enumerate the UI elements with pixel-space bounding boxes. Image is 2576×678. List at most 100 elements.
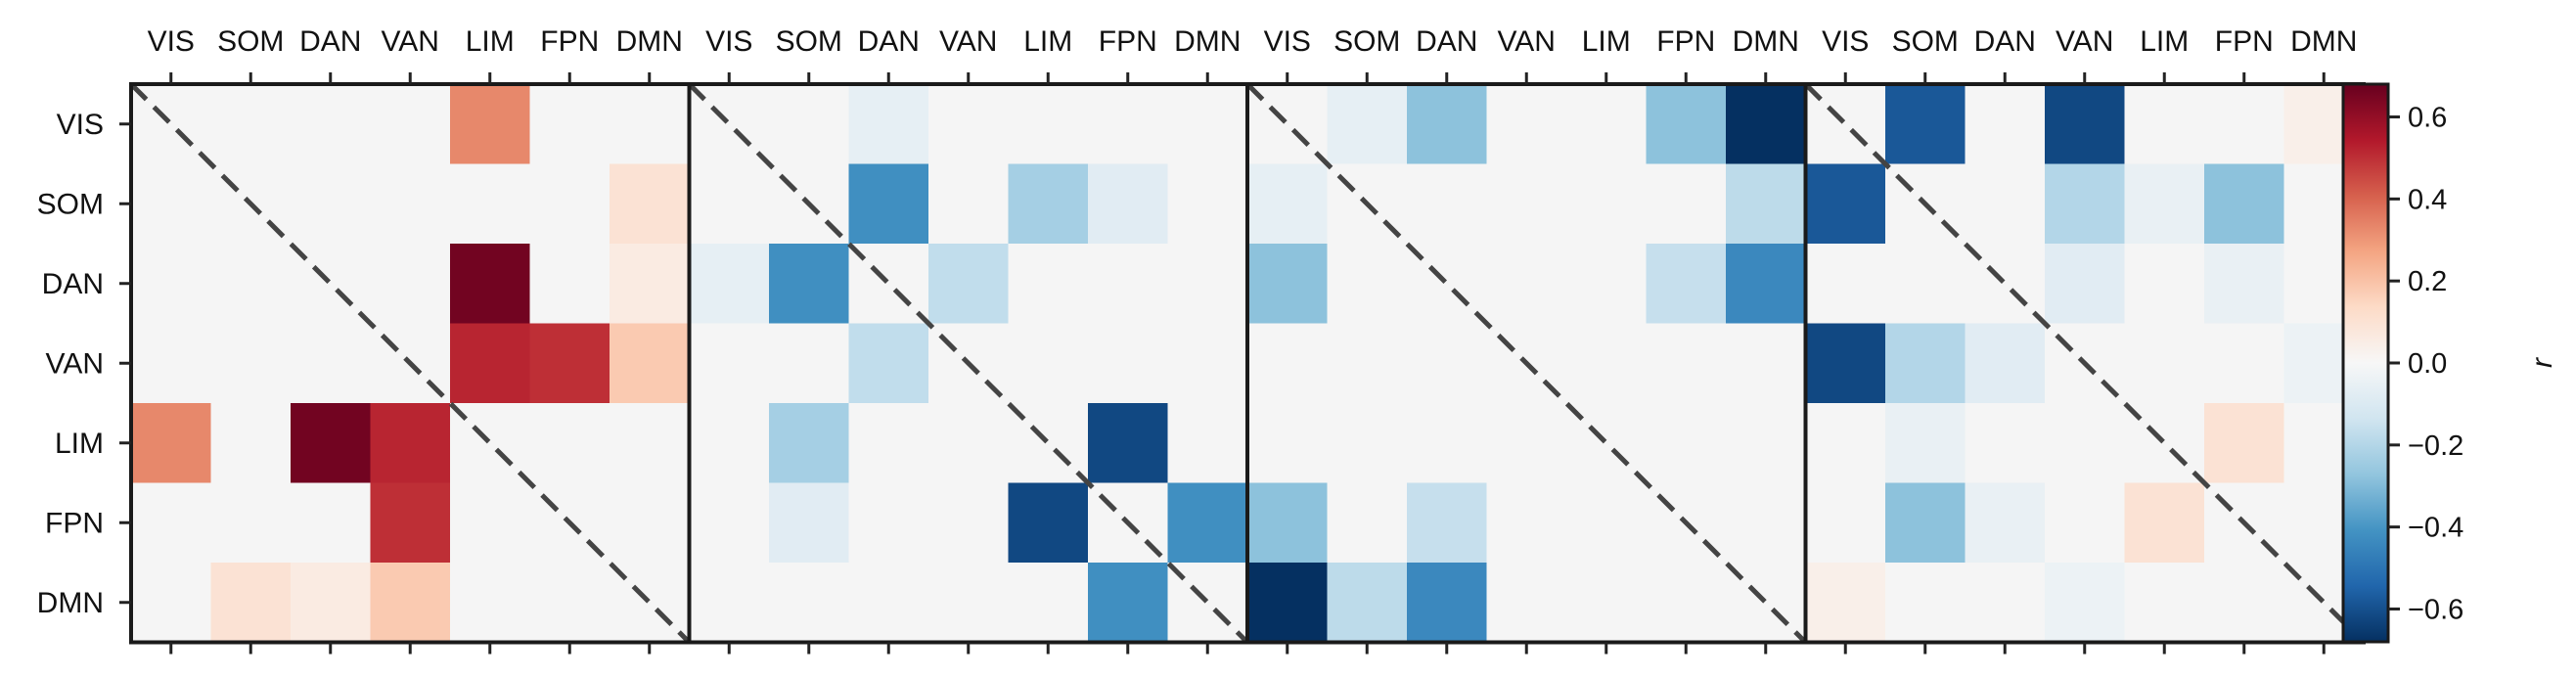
heatmap-cell-dan-lim — [2124, 244, 2205, 325]
heatmap-cell-dan-som — [1885, 244, 1966, 325]
heatmap-cell-fpn-van — [370, 482, 451, 564]
y-tick-label: SOM — [37, 188, 104, 220]
heatmap-panel-4: VIS SOM DAN VAN LIM FPN DMN — [1803, 25, 2366, 655]
heatmap-cell-vis-dmn — [1726, 84, 1807, 165]
colorbar-tick-label: −0.2 — [2408, 430, 2463, 462]
y-tick-label: DAN — [42, 268, 104, 300]
heatmap-cell-lim-van — [1486, 403, 1567, 484]
heatmap-cell-som-van — [2045, 163, 2126, 245]
heatmap-cell-fpn-dan — [1965, 482, 2046, 564]
x-tick-label: VAN — [382, 25, 439, 58]
colorbar-gradient — [2343, 84, 2388, 642]
heatmap-cell-vis-dan — [1407, 84, 1488, 165]
heatmap-cell-lim-vis — [131, 403, 212, 484]
heatmap-cell-lim-fpn — [1646, 403, 1727, 484]
x-tick-label: LIM — [466, 25, 515, 58]
x-tick-label: SOM — [1892, 25, 1959, 58]
colorbar-tick-label: 0.2 — [2408, 266, 2447, 297]
heatmap-cell-fpn-dan — [1407, 482, 1488, 564]
x-tick-label: DMN — [1174, 25, 1241, 58]
heatmap-cell-som-van — [370, 163, 451, 245]
heatmap-cell-dan-vis — [689, 244, 770, 325]
heatmap-cell-vis-lim — [1008, 84, 1089, 165]
colorbar-tick-label: −0.4 — [2408, 513, 2463, 544]
heatmap-cell-fpn-vis — [131, 482, 212, 564]
heatmap-cell-dan-vis — [1805, 244, 1886, 325]
heatmap-cell-vis-fpn — [529, 84, 610, 165]
x-tick-label: VIS — [148, 25, 195, 58]
heatmap-cell-van-fpn — [2204, 323, 2285, 404]
heatmap-cell-lim-dan — [291, 403, 372, 484]
y-tick-label: VIS — [57, 109, 104, 141]
heatmap-cell-dan-fpn — [529, 244, 610, 325]
heatmap-cell-dan-van — [370, 244, 451, 325]
heatmap-cell-som-lim — [1566, 163, 1648, 245]
heatmap-cell-dmn-vis — [131, 563, 212, 644]
heatmap-cell-lim-fpn — [529, 403, 610, 484]
heatmap-cell-vis-van — [370, 84, 451, 165]
heatmap-cell-van-som — [1327, 323, 1408, 404]
heatmap-cell-dan-vis — [131, 244, 212, 325]
heatmap-cell-van-vis — [689, 323, 770, 404]
heatmap-cell-dan-van — [2045, 244, 2126, 325]
diagonal-line — [1245, 82, 1808, 645]
heatmap-cell-dmn-dan — [848, 563, 929, 644]
y-tick-label: VAN — [46, 347, 104, 380]
heatmap-cell-vis-dmn — [610, 84, 691, 165]
heatmap-cell-van-dan — [848, 323, 929, 404]
x-tick-label: SOM — [1333, 25, 1400, 58]
heatmap-cell-fpn-lim — [1008, 482, 1089, 564]
heatmap-cell-dmn-vis — [1805, 563, 1886, 644]
heatmap-cell-vis-van — [2045, 84, 2126, 165]
heatmap-cell-lim-som — [1327, 403, 1408, 484]
x-tick-label: VIS — [1264, 25, 1311, 58]
y-tick-label: DMN — [37, 587, 104, 619]
heatmap-cell-lim-van — [370, 403, 451, 484]
heatmap-cell-vis-dan — [291, 84, 372, 165]
heatmap-cell-lim-som — [210, 403, 292, 484]
heatmap-cell-dan-fpn — [1088, 244, 1169, 325]
heatmap-cell-lim-dan — [1407, 403, 1488, 484]
x-tick-label: FPN — [1099, 25, 1157, 58]
heatmap-cell-fpn-lim — [450, 482, 531, 564]
heatmap-cell-vis-van — [1486, 84, 1567, 165]
heatmap-cell-dmn-dan — [291, 563, 372, 644]
heatmap-cell-som-dan — [291, 163, 372, 245]
heatmap-cell-lim-dmn — [1726, 403, 1807, 484]
heatmap-cell-dan-vis — [1247, 244, 1329, 325]
heatmap-cell-dan-som — [210, 244, 292, 325]
heatmap-cell-dan-lim — [1566, 244, 1648, 325]
heatmap-cell-som-fpn — [2204, 163, 2285, 245]
heatmap-cell-dmn-lim — [450, 563, 531, 644]
x-tick-label: VAN — [2056, 25, 2113, 58]
heatmap-cell-dmn-dan — [1407, 563, 1488, 644]
diagonal-line — [1803, 82, 2366, 645]
heatmap-cell-van-fpn — [529, 323, 610, 404]
x-tick-label: SOM — [217, 25, 284, 58]
heatmap-cell-som-lim — [1008, 163, 1089, 245]
heatmap-cell-som-dan — [848, 163, 929, 245]
heatmap-cell-dmn-vis — [1247, 563, 1329, 644]
x-tick-label: SOM — [776, 25, 842, 58]
heatmap-cell-dmn-som — [210, 563, 292, 644]
heatmap-cell-fpn-som — [1327, 482, 1408, 564]
heatmap-cell-dan-lim — [1008, 244, 1089, 325]
heatmap-cell-dan-dmn — [1167, 244, 1248, 325]
heatmap-cell-van-som — [1885, 323, 1966, 404]
heatmap-cell-som-van — [1486, 163, 1567, 245]
x-tick-label: FPN — [1656, 25, 1715, 58]
heatmap-cell-vis-dmn — [1167, 84, 1248, 165]
heatmap-cell-dmn-van — [2045, 563, 2126, 644]
heatmap-cell-lim-som — [769, 403, 850, 484]
heatmap-cell-dmn-som — [1885, 563, 1966, 644]
heatmap-cell-van-som — [210, 323, 292, 404]
heatmap-cell-vis-som — [769, 84, 850, 165]
heatmap-panel-2: VIS SOM DAN VAN LIM FPN DMN — [687, 25, 1249, 655]
heatmap-cell-som-lim — [2124, 163, 2205, 245]
heatmap-cell-fpn-van — [928, 482, 1010, 564]
heatmap-cell-lim-vis — [1805, 403, 1886, 484]
x-tick-label: VIS — [1822, 25, 1869, 58]
heatmap-cell-van-fpn — [1646, 323, 1727, 404]
x-tick-label: LIM — [1023, 25, 1072, 58]
